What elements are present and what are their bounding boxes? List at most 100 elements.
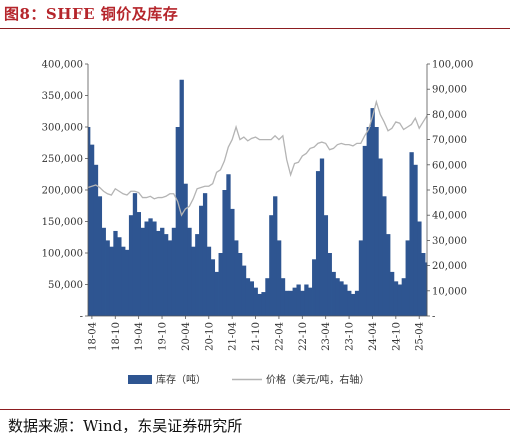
inventory-bar xyxy=(319,158,325,316)
inventory-bar xyxy=(417,221,422,316)
right-tick-label: 60,000 xyxy=(432,160,467,171)
inventory-bar xyxy=(389,271,395,316)
right-tick-label: 70,000 xyxy=(432,135,467,146)
inventory-bar xyxy=(413,164,418,316)
inventory-bar xyxy=(183,183,188,316)
left-tick-label: 100,000 xyxy=(42,249,83,260)
inventory-bar xyxy=(276,240,282,316)
inventory-bar xyxy=(238,253,243,316)
source-note: 数据来源：Wind，东吴证券研究所 xyxy=(8,417,243,435)
inventory-bar xyxy=(210,259,216,316)
x-tick-label: 19-04 xyxy=(134,322,145,351)
inventory-bar xyxy=(335,278,340,316)
inventory-bar xyxy=(327,253,332,316)
x-tick-label: 20-10 xyxy=(204,322,215,351)
right-tick-label: 20,000 xyxy=(432,261,467,272)
inventory-bar xyxy=(148,218,153,316)
right-tick-label: 90,000 xyxy=(432,85,467,96)
inventory-bar xyxy=(288,290,293,316)
x-tick-label: 24-10 xyxy=(391,322,402,351)
inventory-bar xyxy=(179,79,184,316)
inventory-bar xyxy=(284,290,290,316)
inventory-bar xyxy=(93,164,99,316)
x-tick-label: 20-04 xyxy=(181,322,192,351)
inventory-bar xyxy=(89,144,95,316)
inventory-bar xyxy=(401,278,406,316)
right-tick-label: 10,000 xyxy=(432,286,467,297)
left-tick-label: 150,000 xyxy=(42,217,83,228)
x-tick-label: 25-04 xyxy=(415,322,426,351)
x-tick-label: 19-10 xyxy=(158,322,169,351)
left-tick-label: 400,000 xyxy=(42,60,83,71)
x-tick-label: 24-04 xyxy=(368,322,379,351)
left-tick-label: 250,000 xyxy=(42,154,83,165)
inventory-bar xyxy=(202,193,208,316)
inventory-bar xyxy=(191,246,196,316)
inventory-bar xyxy=(187,227,192,316)
right-tick-label: - xyxy=(432,312,435,323)
inventory-bar xyxy=(140,227,145,316)
legend-label-price: 价格（美元/吨，右轴） xyxy=(266,373,369,386)
legend-swatch-inventory xyxy=(128,375,152,384)
inventory-bar xyxy=(105,240,110,316)
inventory-bar xyxy=(101,227,106,316)
inventory-bar xyxy=(128,215,134,316)
x-tick-label: 21-10 xyxy=(251,322,262,351)
right-tick-label: 50,000 xyxy=(432,186,467,197)
inventory-bar xyxy=(378,158,383,316)
inventory-bar xyxy=(296,284,301,316)
inventory-bar xyxy=(409,152,414,316)
inventory-bar xyxy=(339,281,344,316)
inventory-bar xyxy=(175,127,180,316)
price-series-line xyxy=(87,99,428,217)
inventory-bar xyxy=(308,287,313,316)
inventory-bar xyxy=(265,278,270,316)
inventory-bar xyxy=(199,205,204,316)
x-tick-label: 18-04 xyxy=(87,322,98,351)
left-axis-ticks: - 50,000 100,000 150,000 200,000 250,000 300,0… xyxy=(42,60,88,323)
legend-label-inventory: 库存（吨） xyxy=(156,373,206,386)
inventory-bar xyxy=(195,234,200,316)
inventory-bar xyxy=(354,290,360,316)
right-tick-label: 40,000 xyxy=(432,211,467,222)
inventory-bar xyxy=(125,249,130,316)
inventory-bar xyxy=(382,196,387,316)
inventory-bar xyxy=(241,265,247,316)
inventory-bar xyxy=(230,208,235,316)
right-tick-label: 80,000 xyxy=(432,110,467,121)
inventory-bar xyxy=(386,234,391,316)
inventory-bar xyxy=(323,215,329,316)
inventory-bar xyxy=(257,293,262,316)
left-tick-label: 350,000 xyxy=(42,91,83,102)
inventory-bar xyxy=(347,290,352,316)
inventory-bar xyxy=(88,127,91,316)
inventory-bar xyxy=(226,174,231,316)
inventory-bar xyxy=(304,284,309,316)
inventory-bar xyxy=(315,171,321,316)
inventory-bar xyxy=(97,196,103,316)
x-axis-ticks: 18-04 18-10 19-04 19-10 20-04 20-10 21-04 21-10… xyxy=(87,316,426,351)
inventory-bar xyxy=(117,237,122,316)
inventory-bar xyxy=(300,290,305,316)
inventory-bar xyxy=(214,271,219,316)
inventory-bar xyxy=(109,246,114,316)
inventory-bar xyxy=(273,196,278,316)
title-rule xyxy=(0,28,510,29)
inventory-bar xyxy=(245,278,251,316)
left-tick-label: 300,000 xyxy=(42,123,83,134)
inventory-bar xyxy=(312,259,317,316)
inventory-bar xyxy=(362,145,368,316)
inventory-bar xyxy=(374,127,379,316)
inventory-bar xyxy=(152,221,157,316)
right-tick-label: 100,000 xyxy=(432,60,473,71)
inventory-bar xyxy=(144,221,149,316)
inventory-bar xyxy=(366,127,371,316)
inventory-bar xyxy=(280,278,286,316)
figure-title: 图8：SHFE 铜价及库存 xyxy=(4,5,179,23)
x-tick-label: 22-04 xyxy=(274,322,285,351)
inventory-bar xyxy=(218,253,223,316)
inventory-bar xyxy=(121,246,126,316)
x-tick-label: 18-10 xyxy=(111,322,122,351)
x-tick-label: 23-10 xyxy=(345,322,356,351)
left-tick-label: 200,000 xyxy=(42,186,83,197)
